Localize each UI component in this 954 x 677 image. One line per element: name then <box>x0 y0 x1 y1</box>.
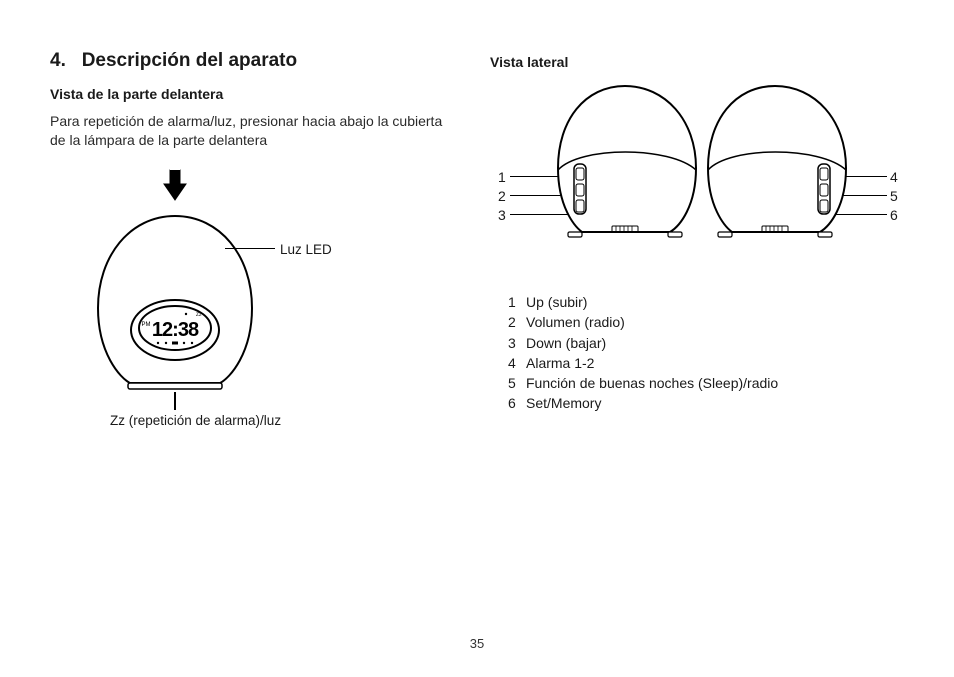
num-5: 5 <box>890 187 898 206</box>
legend-row-4: 4 Alarma 1-2 <box>508 353 910 373</box>
legend-row-2: 2 Volumen (radio) <box>508 312 910 332</box>
svg-text:PM: PM <box>142 322 151 328</box>
side-numbers-right: 4 5 6 <box>890 168 898 225</box>
device-front-icon: 12:38 PM Zz <box>90 208 260 398</box>
num-1: 1 <box>498 168 506 187</box>
led-leader-line <box>225 248 275 250</box>
num-3: 3 <box>498 206 506 225</box>
legend-text-4: Alarma 1-2 <box>526 353 594 373</box>
label-zz: Zz (repetición de alarma)/luz <box>110 413 281 428</box>
legend-num-2: 2 <box>508 312 520 332</box>
legend-row-3: 3 Down (bajar) <box>508 333 910 353</box>
legend-text-6: Set/Memory <box>526 393 601 413</box>
side-view-subtitle: Vista lateral <box>490 54 910 70</box>
legend-text-1: Up (subir) <box>526 292 587 312</box>
legend-text-5: Función de buenas noches (Sleep)/radio <box>526 373 778 393</box>
legend-text-3: Down (bajar) <box>526 333 606 353</box>
num-2: 2 <box>498 187 506 206</box>
side-legend: 1 Up (subir) 2 Volumen (radio) 3 Down (b… <box>508 292 910 414</box>
side-numbers-left: 1 2 3 <box>498 168 506 225</box>
zz-leader-line <box>174 392 176 410</box>
front-instruction: Para repetición de alarma/luz, presionar… <box>50 112 450 150</box>
left-column: 4. Descripción del aparato Vista de la p… <box>50 50 450 438</box>
page-content: 4. Descripción del aparato Vista de la p… <box>0 0 954 438</box>
legend-num-1: 1 <box>508 292 520 312</box>
section-number: 4. <box>50 50 66 71</box>
num-4: 4 <box>890 168 898 187</box>
num-6: 6 <box>890 206 898 225</box>
front-diagram: 12:38 PM Zz Luz LED Zz (repetición de al… <box>50 168 450 438</box>
front-view-subtitle: Vista de la parte delantera <box>50 86 450 102</box>
legend-num-6: 6 <box>508 393 520 413</box>
section-title-text: Descripción del aparato <box>82 50 297 71</box>
side-diagram: 1 2 3 4 5 6 <box>490 80 910 280</box>
right-column: Vista lateral 1 2 3 4 5 6 <box>490 50 910 438</box>
device-side-left-icon <box>520 80 880 250</box>
svg-text:Zz: Zz <box>196 312 202 318</box>
legend-row-5: 5 Función de buenas noches (Sleep)/radio <box>508 373 910 393</box>
legend-row-1: 1 Up (subir) <box>508 292 910 312</box>
legend-num-4: 4 <box>508 353 520 373</box>
label-led: Luz LED <box>280 242 332 257</box>
legend-row-6: 6 Set/Memory <box>508 393 910 413</box>
svg-text:12:38: 12:38 <box>152 319 199 341</box>
legend-text-2: Volumen (radio) <box>526 312 625 332</box>
legend-num-3: 3 <box>508 333 520 353</box>
page-number: 35 <box>0 636 954 651</box>
section-title: 4. Descripción del aparato <box>50 50 450 72</box>
arrow-down-icon <box>160 168 190 202</box>
legend-num-5: 5 <box>508 373 520 393</box>
